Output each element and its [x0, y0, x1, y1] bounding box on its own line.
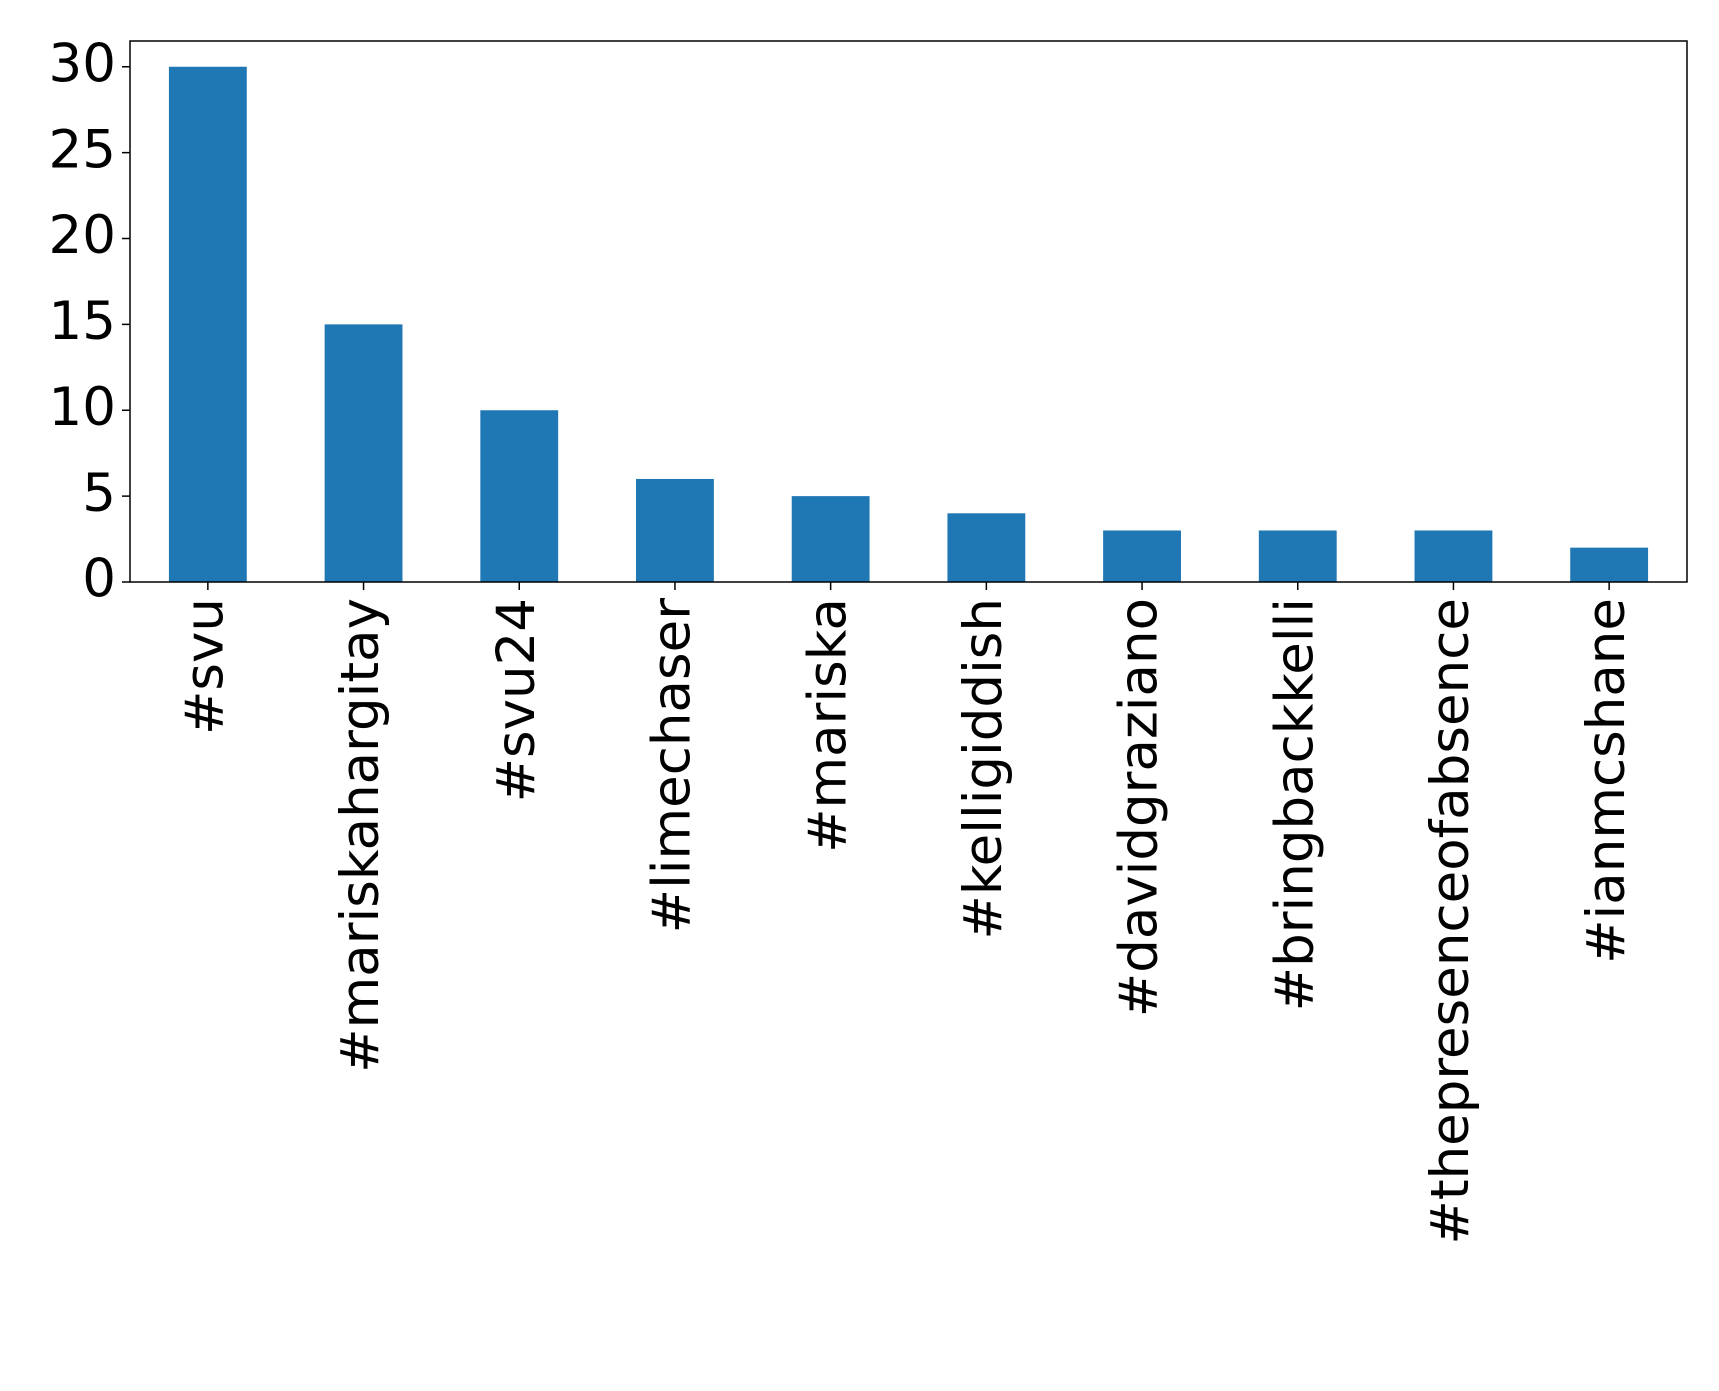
bar — [1103, 530, 1181, 582]
y-tick-label: 0 — [82, 549, 116, 610]
y-tick-label: 30 — [49, 33, 116, 94]
plot-frame — [129, 40, 1688, 583]
bar — [791, 496, 870, 582]
bar — [1570, 547, 1649, 582]
x-tick-label: #svu — [174, 598, 235, 735]
bar — [324, 324, 403, 582]
y-tick-label: 15 — [49, 291, 116, 352]
x-tick-label: #bringbackkelli — [1264, 598, 1325, 1011]
x-tick-label: #limechaser — [642, 598, 703, 934]
bar — [1414, 530, 1493, 582]
x-tick-label: #ianmcshane — [1576, 598, 1637, 964]
x-tick-label: #thepresenceofabsence — [1420, 598, 1481, 1245]
x-tick-label: #mariska — [797, 598, 858, 853]
y-tick-label: 10 — [49, 377, 116, 438]
x-tick-label: #mariskahargitay — [330, 598, 391, 1073]
bar — [636, 478, 714, 582]
y-tick-label: 5 — [82, 463, 116, 524]
x-tick-label: #kelligiddish — [953, 598, 1014, 940]
bar — [168, 66, 247, 582]
y-tick-label: 25 — [49, 119, 116, 180]
x-tick-label: #svu24 — [486, 598, 547, 802]
x-tick-label: #davidgraziano — [1109, 598, 1170, 1017]
bar — [480, 410, 559, 582]
bar — [1258, 530, 1337, 582]
y-tick-label: 20 — [49, 205, 116, 266]
bar — [947, 513, 1026, 582]
